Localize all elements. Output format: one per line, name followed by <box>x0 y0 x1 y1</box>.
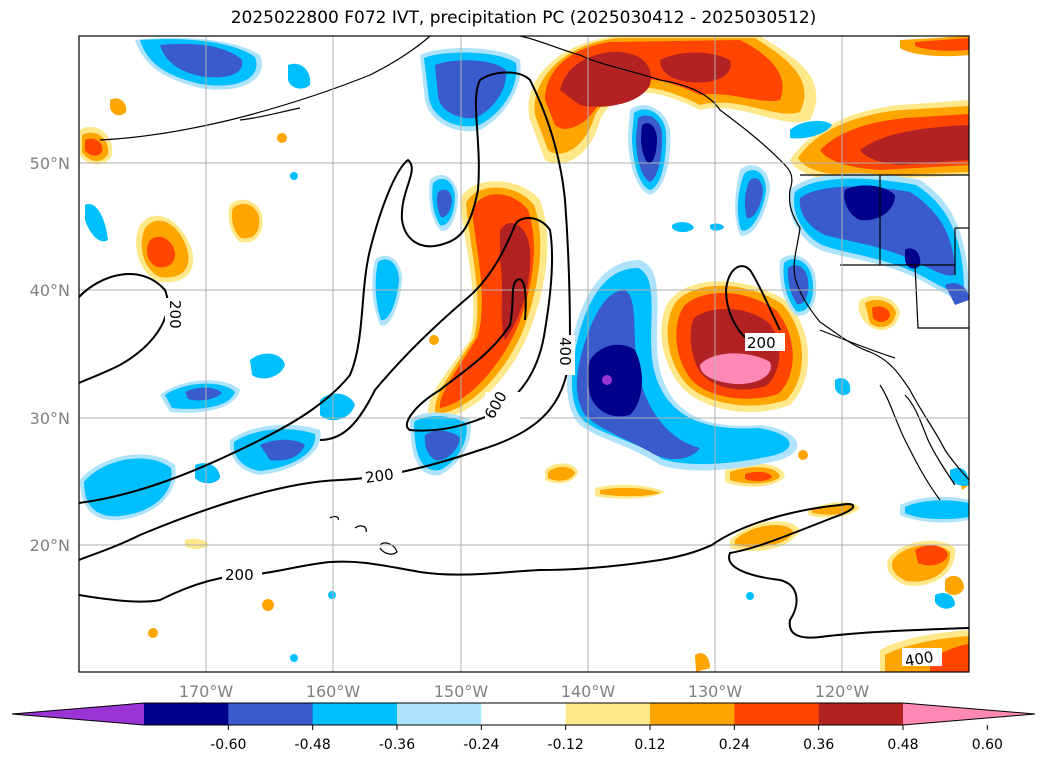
colorbar-tick-label: -0.12 <box>548 737 584 753</box>
contour-labels: 200 200 200 200 400 400 600 <box>165 298 942 670</box>
lat-tick-labels: 50°N 40°N 30°N 20°N <box>30 154 70 555</box>
lon-tick-label: 170°W <box>179 682 234 701</box>
precip-region-center-high <box>661 281 809 413</box>
precip-region-west-us-negative <box>735 165 969 316</box>
colorbar-box <box>565 703 651 725</box>
contour-200-south <box>79 503 969 639</box>
contour-label: 400 <box>903 648 934 671</box>
colorbar-box <box>144 703 229 725</box>
figure-title: 2025022800 F072 IVT, precipitation PC (2… <box>230 8 817 28</box>
colorbar-box <box>818 703 904 725</box>
lon-tick-label: 130°W <box>688 682 743 701</box>
colorbar-extend-low <box>12 703 144 725</box>
colorbar-tick-label: -0.48 <box>295 737 331 753</box>
colorbar-tick-label: 0.48 <box>887 737 918 753</box>
lat-tick-label: 50°N <box>30 154 70 173</box>
contour-200-west <box>79 273 169 384</box>
colorbar-box <box>228 703 314 725</box>
contour-label: 200 <box>166 300 184 329</box>
colorbar-tick-label: 0.12 <box>634 737 665 753</box>
lat-tick-label: 30°N <box>30 409 70 428</box>
contour-label: 200 <box>225 566 254 584</box>
lon-tick-label: 140°W <box>561 682 616 701</box>
lon-tick-labels: 170°W 160°W 150°W 140°W 130°W 120°W <box>179 682 870 701</box>
precip-region-gulf-alaska <box>528 36 817 164</box>
precip-region-west <box>80 98 287 283</box>
colorbar-tick-label: -0.36 <box>379 737 415 753</box>
precip-field <box>80 36 969 672</box>
gridlines <box>79 36 969 672</box>
colorbar-outline <box>11 702 1036 726</box>
colorbar-tick-label: -0.60 <box>210 737 246 753</box>
map-frame <box>78 35 970 673</box>
lon-tick-label: 150°W <box>434 682 489 701</box>
coastlines <box>99 36 969 555</box>
colorbar-tick-label: 0.36 <box>803 737 834 753</box>
precip-region-bc-coast <box>790 100 969 181</box>
contour-label: 200 <box>364 465 395 487</box>
contour-label: 400 <box>556 337 574 366</box>
lat-tick-label: 20°N <box>30 536 70 555</box>
colorbar-box <box>481 703 567 725</box>
colorbar: -0.60 -0.48 -0.36 -0.24 -0.12 0.12 0.24 0.36 0.4… <box>11 702 1036 753</box>
precip-region-wa-negative <box>628 105 832 195</box>
lon-tick-label: 160°W <box>306 682 361 701</box>
colorbar-extend-high <box>903 703 1035 725</box>
contour-200-center <box>724 265 781 343</box>
colorbar-box <box>650 703 735 725</box>
contour-400 <box>319 217 554 441</box>
lon-tick-label: 120°W <box>815 682 870 701</box>
lat-tick-label: 40°N <box>30 281 70 300</box>
colorbar-box <box>397 703 482 725</box>
colorbar-box <box>734 703 820 725</box>
colorbar-tick-label: -0.24 <box>463 737 499 753</box>
precip-region-scattered-negative <box>85 172 955 662</box>
contour-label: 200 <box>747 334 776 352</box>
colorbar-tick-label: 0.60 <box>972 737 1003 753</box>
precip-region-sw-negative <box>80 353 969 523</box>
colorbar-box <box>312 703 398 725</box>
colorbar-tick-label: 0.24 <box>719 737 750 753</box>
